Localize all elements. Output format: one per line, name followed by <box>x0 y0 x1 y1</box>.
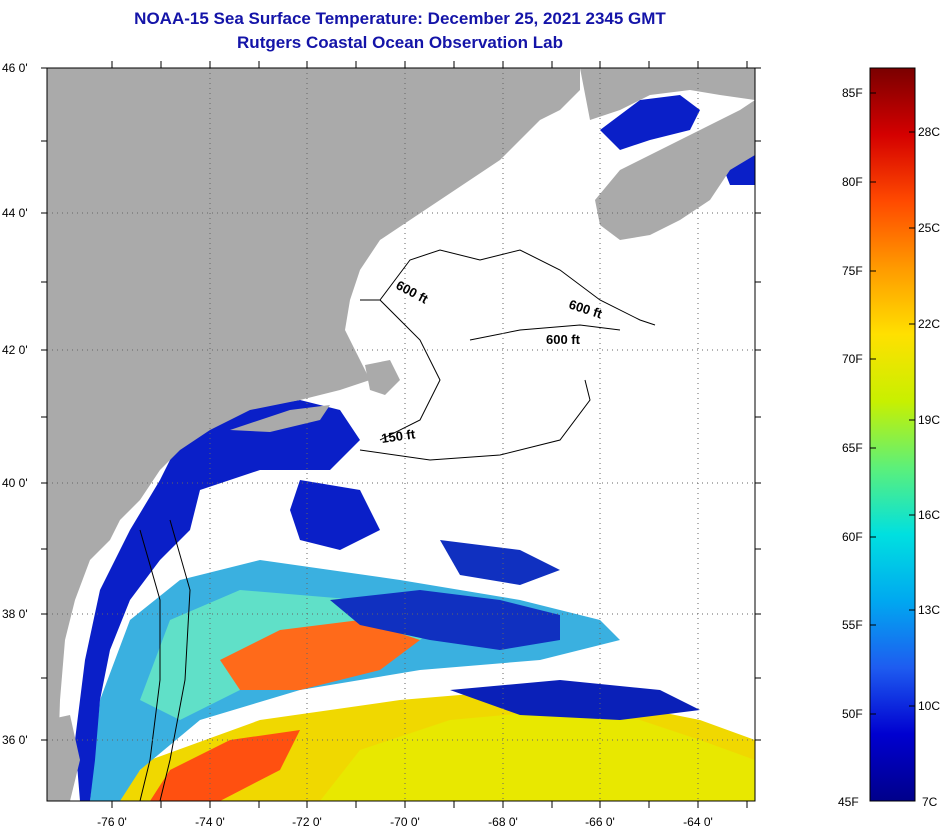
colorbar-f-label: 65F <box>842 441 863 455</box>
colorbar-c-label: 25C <box>918 221 941 235</box>
lon-label: -64 0' <box>683 815 713 829</box>
lat-label: 46 0' <box>2 61 28 75</box>
lat-label: 36 0' <box>2 733 28 747</box>
map-subtitle: Rutgers Coastal Ocean Observation Lab <box>237 33 563 52</box>
nova-scotia-land <box>595 100 755 240</box>
lon-label: -68 0' <box>488 815 518 829</box>
map-content <box>47 68 755 801</box>
cold-water-midbands <box>330 590 560 650</box>
colorbar-f-label: 80F <box>842 175 863 189</box>
lon-label: -70 0' <box>390 815 420 829</box>
new-brunswick-land <box>580 68 755 120</box>
bay-of-fundy-water <box>600 95 700 150</box>
cold-water-east <box>440 540 560 585</box>
colorbar-f-label: 85F <box>842 86 863 100</box>
colorbar <box>869 67 916 802</box>
colorbar-c-label: 10C <box>918 699 941 713</box>
colorbar-c-label: 28C <box>918 125 941 139</box>
cape-cod-land <box>365 360 400 395</box>
map-frame <box>46 67 756 802</box>
contour-shelf <box>359 379 591 461</box>
lat-label: 44 0' <box>2 206 28 220</box>
contour-600ft-b <box>469 324 621 341</box>
colorbar-c-label: 7C <box>922 795 938 809</box>
lon-label: -74 0' <box>195 815 225 829</box>
lat-label: 38 0' <box>2 607 28 621</box>
contour-label: 600 ft <box>546 332 581 347</box>
long-island-land <box>230 405 330 432</box>
colorbar-f-label: 70F <box>842 352 863 366</box>
map-title: NOAA-15 Sea Surface Temperature: Decembe… <box>134 9 666 28</box>
colorbar-f-label: 60F <box>842 530 863 544</box>
warm-water-south <box>150 730 300 801</box>
hot-water-southeast <box>320 710 755 801</box>
contour-600ft-a <box>379 249 656 326</box>
cold-water-offshore <box>290 480 380 550</box>
axis-ticks <box>41 61 761 808</box>
cold-coastal-water <box>75 400 360 801</box>
lat-label: 40 0' <box>2 476 28 490</box>
warm-water-region <box>220 620 420 690</box>
lon-label: -76 0' <box>97 815 127 829</box>
colorbar-c-label: 19C <box>918 413 941 427</box>
mainland-land <box>47 68 580 801</box>
graticule <box>47 68 755 801</box>
cold-water-southeast <box>450 680 700 720</box>
bathymetry-contours <box>139 249 656 801</box>
lon-label: -72 0' <box>292 815 322 829</box>
colorbar-f-label: 75F <box>842 264 863 278</box>
colorbar-c-label: 13C <box>918 603 941 617</box>
contour-slope <box>139 529 161 801</box>
colorbar-c-label: 22C <box>918 317 941 331</box>
contour-slope-2 <box>159 519 191 801</box>
lat-label: 42 0' <box>2 343 28 357</box>
colorbar-f-label: 55F <box>842 618 863 632</box>
outer-banks-land <box>47 715 80 801</box>
contour-label: 150 ft <box>380 426 416 446</box>
colorbar-f-label: 50F <box>842 707 863 721</box>
colorbar-c-label: 16C <box>918 508 941 522</box>
colorbar-ticks <box>870 92 915 715</box>
lon-label: -66 0' <box>585 815 615 829</box>
colorbar-f-label: 45F <box>838 795 859 809</box>
